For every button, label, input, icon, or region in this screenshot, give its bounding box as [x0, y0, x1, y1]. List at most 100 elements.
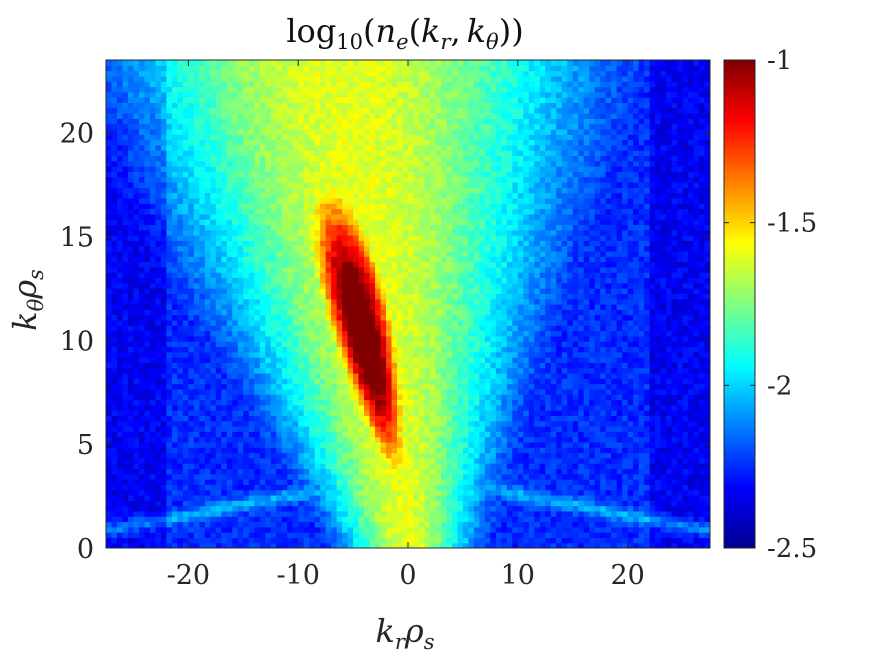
heatmap-cell	[682, 500, 689, 507]
heatmap-cell	[649, 537, 656, 544]
heatmap-cell	[699, 404, 706, 411]
heatmap-cell	[479, 399, 486, 406]
heatmap-cell	[221, 489, 228, 496]
heatmap-cell	[166, 362, 173, 369]
heatmap-cell	[116, 532, 124, 538]
heatmap-cell	[287, 494, 294, 501]
heatmap-cell	[616, 457, 623, 464]
heatmap-cell	[424, 468, 431, 475]
heatmap-cell	[265, 330, 272, 337]
heatmap-cell	[633, 319, 640, 326]
heatmap-cell	[616, 510, 623, 517]
heatmap-cell	[347, 526, 354, 533]
heatmap-cell	[688, 526, 695, 533]
heatmap-cell	[397, 436, 404, 443]
heatmap-cell	[512, 420, 519, 427]
heatmap-cell	[501, 420, 508, 427]
heatmap-cell	[429, 330, 437, 337]
heatmap-cell	[589, 335, 596, 342]
heatmap-cell	[270, 304, 277, 310]
heatmap-cell	[243, 521, 250, 528]
heatmap-cell	[572, 351, 579, 358]
heatmap-cell	[364, 489, 371, 496]
heatmap-cell	[106, 362, 113, 369]
heatmap-cell	[506, 542, 513, 548]
heatmap-cell	[133, 537, 140, 544]
heatmap-cell	[468, 367, 475, 374]
heatmap-cell	[600, 404, 607, 411]
heatmap-cell	[353, 314, 360, 321]
heatmap-cell	[534, 410, 541, 416]
heatmap-cell	[144, 532, 151, 538]
heatmap-cell	[380, 516, 387, 523]
heatmap-cell	[133, 447, 140, 454]
heatmap-cell	[704, 431, 710, 438]
heatmap-cell	[116, 537, 124, 544]
heatmap-cell	[160, 479, 167, 485]
heatmap-cell	[320, 362, 327, 369]
heatmap-cell	[539, 394, 546, 401]
heatmap-cell	[369, 452, 376, 459]
heatmap-cell	[182, 537, 189, 544]
heatmap-cell	[666, 415, 673, 422]
heatmap-cell	[699, 383, 706, 390]
heatmap-cell	[226, 468, 233, 475]
heatmap-cell	[611, 388, 618, 395]
heatmap-cell	[375, 457, 382, 464]
heatmap-cell	[572, 410, 579, 416]
heatmap-cell	[418, 415, 426, 422]
heatmap-cell	[265, 415, 272, 422]
heatmap-cell	[347, 330, 354, 337]
heatmap-cell	[429, 367, 437, 374]
heatmap-cell	[539, 500, 546, 507]
heatmap-cell	[364, 314, 371, 321]
heatmap-cell	[303, 426, 310, 432]
heatmap-cell	[484, 420, 491, 427]
heatmap-cell	[512, 404, 519, 411]
heatmap-cell	[254, 473, 261, 480]
heatmap-cell	[243, 463, 250, 470]
heatmap-cell	[468, 542, 475, 548]
heatmap-cell	[188, 473, 195, 480]
heatmap-cell	[501, 532, 508, 538]
heatmap-cell	[605, 362, 612, 369]
heatmap-cell	[254, 510, 261, 517]
heatmap-cell	[303, 362, 310, 369]
heatmap-cell	[616, 325, 623, 332]
heatmap-cell	[413, 330, 420, 337]
heatmap-cell	[567, 346, 574, 353]
heatmap-cell	[149, 309, 157, 316]
heatmap-cell	[600, 489, 607, 496]
heatmap-cell	[204, 415, 211, 422]
heatmap-cell	[160, 319, 167, 326]
heatmap-cell	[627, 346, 634, 353]
heatmap-cell	[336, 484, 343, 491]
heatmap-cell	[682, 463, 689, 470]
heatmap-cell	[523, 510, 530, 517]
heatmap-cell	[386, 309, 393, 316]
heatmap-cell	[523, 367, 530, 374]
heatmap-cell	[397, 526, 404, 533]
heatmap-cell	[149, 420, 157, 427]
heatmap-cell	[380, 420, 387, 427]
heatmap-cell	[424, 479, 431, 485]
heatmap-cell	[539, 521, 546, 528]
heatmap-cell	[644, 378, 651, 385]
heatmap-cell	[182, 431, 189, 438]
heatmap-cell	[655, 452, 662, 459]
heatmap-cell	[254, 484, 261, 491]
heatmap-cell	[578, 521, 585, 528]
heatmap-cell	[666, 383, 673, 390]
heatmap-cell	[523, 378, 530, 385]
heatmap-cell	[265, 410, 272, 416]
heatmap-cell	[133, 463, 140, 470]
heatmap-cell	[160, 436, 167, 443]
heatmap-cell	[160, 494, 167, 501]
heatmap-cell	[160, 510, 167, 517]
heatmap-cell	[583, 484, 590, 491]
heatmap-cell	[177, 431, 184, 438]
heatmap-cell	[490, 319, 497, 326]
heatmap-cell	[622, 426, 629, 432]
heatmap-cell	[336, 494, 343, 501]
heatmap-cell	[254, 314, 261, 321]
